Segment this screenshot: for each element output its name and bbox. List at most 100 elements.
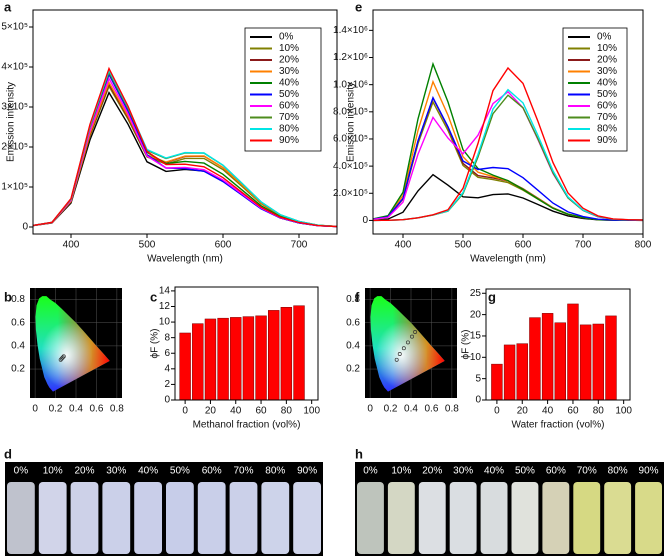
spectrum-line [32,66,338,228]
y-tick-label: 0.2 [346,364,360,375]
panel-label: b [4,289,12,304]
vial [38,482,67,554]
cie-point [60,355,65,360]
vial [387,482,415,554]
legend-label: 20% [597,55,617,66]
plot-frame [372,9,644,235]
bar [242,316,255,401]
x-tick-label: 80 [593,406,605,417]
x-tick-label: 100 [615,406,632,417]
legend-label: 0% [279,32,294,43]
vial-label: 90% [297,466,317,477]
y-tick-label: 6.0×10⁵ [333,134,368,145]
panel-label: g [488,289,496,304]
vial [449,482,477,554]
y-tick-label: 0.6 [346,317,360,328]
bar [567,303,579,401]
y-tick-label: 15 [470,331,482,342]
cie-point [405,340,410,345]
bar [592,323,605,401]
panel-a: a 400 500 600 700 0 1×10⁵ 2×10⁵ 3×10⁵ 4×10⁵ 5×10⁵ 0… [1,0,338,265]
bar [192,323,204,401]
vial [261,482,290,554]
legend-label: 0% [597,32,612,43]
vial-label: 80% [265,466,285,477]
bar [579,324,592,401]
y-axis-label: Emission intensity [6,82,17,162]
x-tick-label: 0.6 [424,404,438,415]
vial-label: 10% [391,466,411,477]
spectrum-line [372,96,644,221]
bar [491,363,503,401]
x-tick-label: 0 [32,404,38,415]
legend-label: 10% [597,43,617,54]
y-tick-label: 3×10⁵ [1,102,28,113]
y-tick-label: 0.4 [346,341,360,352]
plot-frame [32,9,338,235]
y-tick-label: 12 [159,301,171,312]
x-tick-label: 800 [635,240,652,251]
vial [229,482,258,554]
legend-label: 60% [279,101,299,112]
x-tick-label: 40 [542,406,554,417]
bar [179,332,191,401]
y-tick-label: 0.8 [346,294,360,305]
vial-label: 0% [14,466,29,477]
x-tick-label: 700 [575,240,592,251]
legend-label: 70% [279,112,299,123]
vial-label: 50% [515,466,535,477]
bar [516,343,528,401]
y-tick-label: 0 [362,215,368,226]
x-tick-label: 400 [63,240,80,251]
y-tick-label: 6 [164,348,170,359]
vial-label: 40% [484,466,504,477]
y-tick-label: 25 [470,288,482,299]
bar [280,307,293,401]
x-tick-label: 0.8 [110,404,124,415]
legend-label: 50% [279,89,299,100]
x-tick-label: 60 [567,406,579,417]
x-tick-label: 0.4 [69,404,83,415]
vial-label: 60% [546,466,566,477]
panel-label: e [355,0,362,14]
x-axis-label: Water fraction (vol%) [512,420,605,431]
y-tick-label: 1×10⁵ [1,182,28,193]
legend-label: 30% [597,66,617,77]
panel-b: b 0 0.2 0.4 0.6 0.8 0.2 0.4 0.6 0.8 [4,288,124,415]
vial-label: 70% [233,466,253,477]
x-tick-label: 0.4 [404,404,418,415]
cie-point [59,356,64,361]
legend-label: 10% [279,43,299,54]
x-axis-label: Wavelength (nm) [470,254,546,265]
y-tick-label: 0.8 [11,294,25,305]
plot-frame [485,288,631,401]
x-tick-label: 500 [455,240,472,251]
bar [293,305,305,401]
legend-label: 40% [279,78,299,89]
y-tick-label: 0 [475,395,481,406]
legend-label: 50% [597,89,617,100]
legend-label: 80% [279,124,299,135]
x-tick-label: 700 [291,240,308,251]
photo-h: h0% 10% 20% 30% 40% 50% 60% 70% 80% 90% [355,446,664,556]
bar [554,322,566,401]
vial [418,482,446,554]
legend-label: 30% [279,66,299,77]
y-tick-label: 8 [164,332,170,343]
y-tick-label: 1.4×10⁶ [333,25,368,36]
y-tick-label: 14 [159,286,171,297]
panel-c: c 0 20 40 60 80 100 0 2 4 6 8 10 12 14 Methanol fractio… [150,286,321,431]
y-tick-label: 2 [164,379,170,390]
x-tick-label: 600 [515,240,532,251]
vial [102,482,131,554]
vial [604,482,632,554]
panel-label: a [4,0,12,14]
vial-label: 30% [453,466,473,477]
y-tick-label: 0.6 [11,317,25,328]
spectrum-line [372,66,644,222]
x-tick-label: 0.2 [384,404,398,415]
y-tick-label: 4×10⁵ [1,62,28,73]
bar [541,313,554,401]
panel-g: g 0 20 40 60 80 100 0 5 10 15 20 25 Water fraction (v… [461,288,633,431]
